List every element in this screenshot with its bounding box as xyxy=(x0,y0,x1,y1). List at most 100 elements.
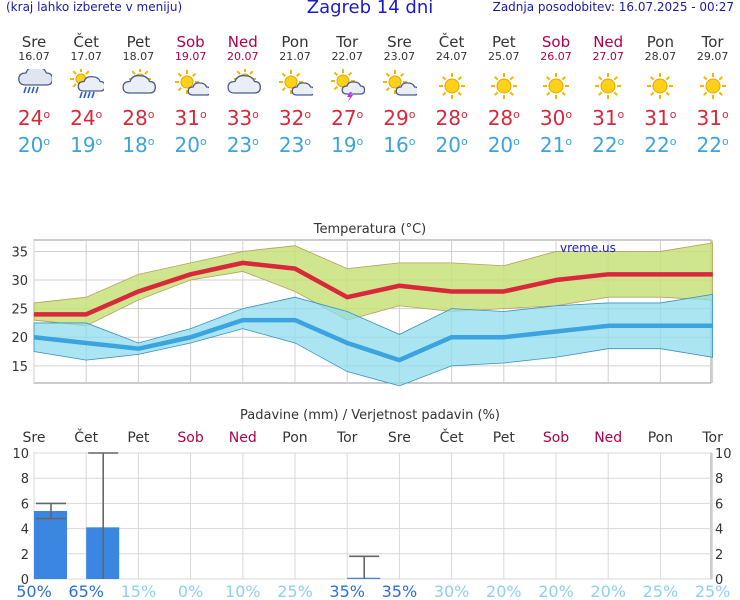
precip-x-tick-label: Ned xyxy=(594,430,622,446)
min-temp: 20o xyxy=(435,133,468,157)
temperature-plot-area xyxy=(33,239,712,384)
precip-x-tick-label: Sre xyxy=(388,430,411,446)
day-name: Sre xyxy=(387,33,412,51)
precip-probability-label: 15% xyxy=(121,582,157,600)
min-temp-point xyxy=(137,348,139,350)
max-temp-point xyxy=(242,262,244,264)
max-temp-point xyxy=(33,313,35,315)
precip-probability-label: 65% xyxy=(68,582,104,600)
day-column: Čet 17.07 24o 19o xyxy=(60,34,112,156)
precip-x-tick-label: Pet xyxy=(127,430,150,446)
max-temp-point xyxy=(294,268,296,270)
sun-icon xyxy=(687,69,739,105)
max-temp: 30o xyxy=(539,106,573,130)
day-date: 26.07 xyxy=(540,50,572,63)
max-temp: 28o xyxy=(122,106,155,130)
day-name: Tor xyxy=(336,33,359,51)
max-temp-point xyxy=(503,290,505,292)
day-date: 27.07 xyxy=(592,50,624,63)
max-temp: 31o xyxy=(592,106,625,130)
sun-small-cloud-icon xyxy=(165,69,217,105)
day-name: Ned xyxy=(227,33,258,51)
day-name: Sre xyxy=(21,33,47,51)
precip-probability-label: 50% xyxy=(16,582,52,600)
max-temp-point xyxy=(137,290,139,292)
day-column: Pet 25.07 28o 20o xyxy=(478,33,530,157)
day-column: Pet 18.07 28o 18o xyxy=(112,34,164,156)
day-date: 29.07 xyxy=(696,50,729,63)
temp-y-tick-label: 25 xyxy=(11,303,28,318)
precip-y-tick-label-right: 4 xyxy=(715,523,723,538)
day-column: Tor 22.07 27o 19o xyxy=(321,34,373,156)
min-temp-point xyxy=(346,342,348,344)
precip-y-tick-label-left: 4 xyxy=(21,523,29,538)
precip-x-tick-label: Sob xyxy=(543,430,569,446)
last-update-label: Zadnja posodobitev: 16.07.2025 - 00:27 xyxy=(492,0,734,14)
min-temp: 20o xyxy=(487,133,520,157)
precip-x-tick-label: Čet xyxy=(440,428,464,446)
day-name: Pet xyxy=(126,33,151,51)
day-name: Pet xyxy=(491,33,516,51)
precip-y-tick-label-left: 6 xyxy=(21,497,29,512)
day-date: 22.07 xyxy=(331,50,363,63)
min-temp-point xyxy=(85,342,87,344)
precip-x-tick-label: Pon xyxy=(282,430,307,446)
min-temp: 23o xyxy=(278,133,312,157)
day-name: Tor xyxy=(701,33,724,51)
temp-y-tick-label: 35 xyxy=(11,245,28,260)
max-temp: 29o xyxy=(383,106,416,130)
min-temp-line xyxy=(33,317,713,363)
precipitation-plot-area xyxy=(33,452,712,580)
sun-icon xyxy=(478,69,530,105)
rain-heavy-cloud-icon xyxy=(8,66,60,105)
precip-probability-label: 30% xyxy=(434,582,470,600)
day-name: Pon xyxy=(281,33,309,51)
max-temp: 31o xyxy=(696,106,729,130)
sun-behind-cloud-icon xyxy=(112,68,164,105)
min-temp: 16o xyxy=(383,133,416,157)
sun-icon xyxy=(426,69,478,105)
precipitation-bar xyxy=(34,510,67,579)
day-date: 17.07 xyxy=(70,50,102,63)
day-date: 19.07 xyxy=(174,50,207,63)
day-date: 18.07 xyxy=(122,50,155,63)
max-temp: 28o xyxy=(435,106,468,130)
min-temp-point xyxy=(555,331,557,333)
temp-y-tick-label: 15 xyxy=(11,360,28,375)
temp-y-tick-label: 30 xyxy=(11,274,28,289)
precip-y-tick-label-left: 10 xyxy=(12,447,29,462)
day-date: 25.07 xyxy=(488,50,520,63)
max-temp: 33o xyxy=(226,106,259,130)
precip-probability-label: 0% xyxy=(178,582,203,600)
temp-y-tick-label: 20 xyxy=(11,331,28,346)
precip-y-tick-label-left: 2 xyxy=(21,548,29,563)
day-column: Sob 19.07 31o 20o xyxy=(165,34,217,156)
min-temp: 19o xyxy=(70,133,103,157)
sun-behind-cloud-icon xyxy=(217,68,269,105)
min-temp: 20o xyxy=(17,133,51,157)
day-date: 21.07 xyxy=(279,50,311,63)
precip-y-tick-label-right: 2 xyxy=(715,548,723,563)
min-temp: 19o xyxy=(331,133,364,157)
max-temp-line xyxy=(34,260,713,317)
precip-x-tick-label: Sob xyxy=(177,430,203,446)
sun-cloud-storm-icon xyxy=(321,69,373,105)
min-temp: 21o xyxy=(539,133,573,157)
precipitation-bar xyxy=(86,527,120,579)
day-column: Sre 16.07 24o 20o xyxy=(8,34,60,156)
day-name: Čet xyxy=(73,33,99,51)
max-temp-range-band xyxy=(33,242,713,327)
day-date: 28.07 xyxy=(644,50,677,63)
location-menu-hint[interactable]: (kraj lahko izberete v meniju) xyxy=(6,0,183,14)
day-column: Čet 24.07 28o 20o xyxy=(426,33,478,157)
min-temp-point xyxy=(398,359,400,361)
max-temp-point xyxy=(85,313,87,315)
day-name: Čet xyxy=(438,33,465,51)
day-date: 23.07 xyxy=(383,50,416,63)
max-temp-point xyxy=(398,285,400,287)
precip-y-tick-label-left: 8 xyxy=(21,472,29,487)
precip-probability-label: 25% xyxy=(695,582,731,600)
min-temp-point xyxy=(607,325,609,327)
precip-probability-label: 10% xyxy=(225,582,261,600)
min-temp-range-band xyxy=(33,293,713,387)
